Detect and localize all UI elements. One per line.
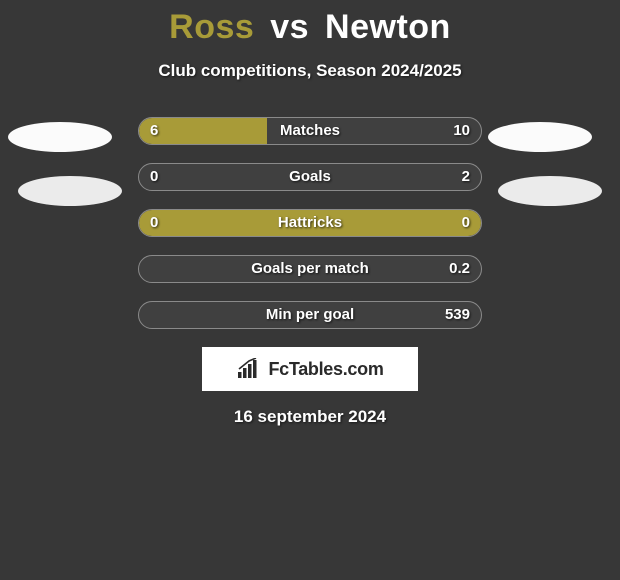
team-logo-placeholder	[498, 176, 602, 206]
stat-label: Hattricks	[138, 209, 482, 237]
stat-label: Goals	[138, 163, 482, 191]
title-player2: Newton	[325, 8, 451, 46]
stat-row: Goals per match0.2	[138, 255, 482, 283]
stat-value-right: 539	[445, 301, 470, 329]
title-player1: Ross	[169, 8, 254, 46]
stat-label: Goals per match	[138, 255, 482, 283]
title-vs: vs	[270, 8, 309, 46]
stat-row: Min per goal539	[138, 301, 482, 329]
team-logo-placeholder	[18, 176, 122, 206]
brand-text: FcTables.com	[268, 359, 383, 380]
stat-label: Matches	[138, 117, 482, 145]
stat-value-right: 10	[453, 117, 470, 145]
stat-row: 0Hattricks0	[138, 209, 482, 237]
brand-box: FcTables.com	[202, 347, 418, 391]
stat-value-right: 0.2	[449, 255, 470, 283]
stat-value-right: 0	[462, 209, 470, 237]
team-logo-placeholder	[8, 122, 112, 152]
date: 16 september 2024	[0, 407, 620, 427]
stat-row: 0Goals2	[138, 163, 482, 191]
page-title: Ross vs Newton	[0, 0, 620, 47]
stat-row: 6Matches10	[138, 117, 482, 145]
subtitle: Club competitions, Season 2024/2025	[0, 61, 620, 81]
chart-icon	[236, 358, 262, 380]
team-logo-placeholder	[488, 122, 592, 152]
stat-value-right: 2	[462, 163, 470, 191]
stat-label: Min per goal	[138, 301, 482, 329]
